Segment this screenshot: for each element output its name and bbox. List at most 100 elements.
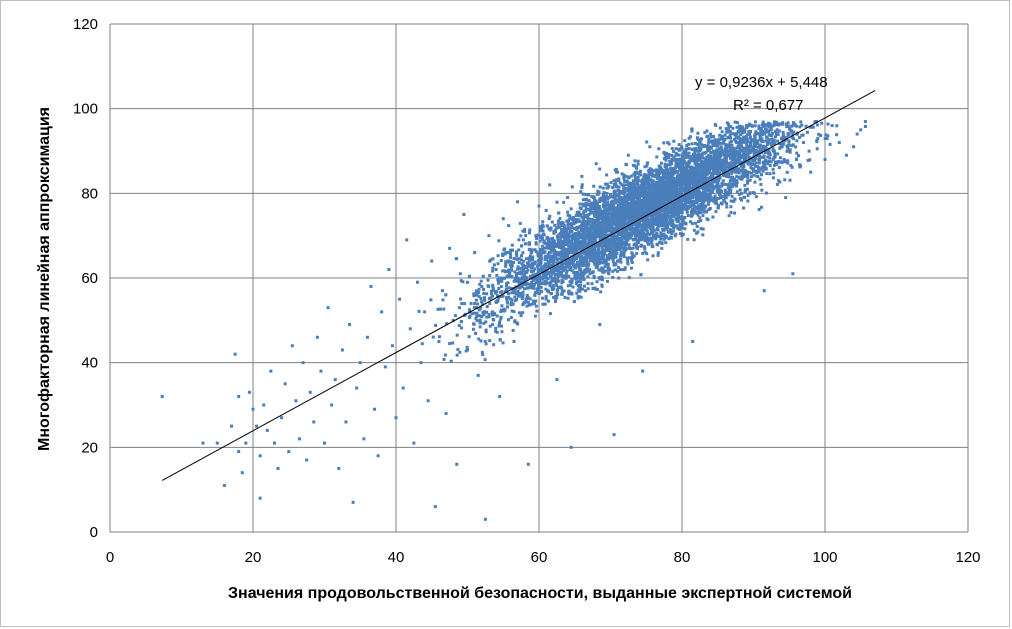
data-point	[436, 307, 440, 311]
data-point	[491, 323, 495, 327]
data-point	[483, 517, 487, 521]
data-point	[642, 214, 646, 218]
data-point	[706, 198, 710, 202]
data-point	[665, 178, 669, 182]
data-point	[748, 136, 752, 140]
data-point	[689, 155, 693, 159]
data-point	[816, 136, 820, 140]
data-point	[537, 287, 541, 291]
data-point	[630, 224, 634, 228]
data-point	[507, 268, 511, 272]
data-point	[591, 270, 595, 274]
data-point	[564, 259, 568, 263]
data-point	[678, 227, 682, 231]
data-point	[442, 307, 446, 311]
data-point	[773, 120, 777, 124]
data-point	[754, 195, 758, 199]
data-point	[567, 263, 571, 267]
data-point	[504, 264, 508, 268]
data-point	[610, 234, 614, 238]
data-point	[640, 217, 644, 221]
data-point	[683, 227, 687, 231]
data-point	[419, 361, 423, 365]
data-point	[667, 183, 671, 187]
data-point	[733, 120, 737, 124]
data-point	[644, 175, 648, 179]
data-point	[650, 181, 654, 185]
data-point	[691, 183, 695, 187]
data-point	[732, 199, 736, 203]
data-point	[773, 141, 777, 145]
data-point	[765, 172, 769, 176]
data-point	[587, 199, 591, 203]
data-point	[516, 289, 520, 293]
data-point	[482, 292, 486, 296]
data-point	[750, 124, 754, 128]
data-point	[719, 145, 723, 149]
data-point	[682, 168, 686, 172]
data-point	[668, 195, 672, 199]
data-point	[573, 270, 577, 274]
data-point	[715, 168, 719, 172]
data-point	[678, 176, 682, 180]
data-point	[684, 152, 688, 156]
data-point	[513, 320, 517, 324]
data-point	[348, 323, 352, 327]
data-point	[495, 294, 499, 298]
data-point	[531, 299, 535, 303]
data-point	[748, 178, 752, 182]
data-point	[472, 294, 476, 298]
data-point	[641, 223, 645, 227]
data-point	[771, 167, 775, 171]
data-point	[767, 147, 771, 151]
data-point	[766, 140, 770, 144]
data-point	[567, 219, 571, 223]
data-point	[690, 212, 694, 216]
data-point	[423, 310, 427, 314]
data-point	[586, 287, 590, 291]
data-point	[597, 229, 601, 233]
data-point	[742, 206, 746, 210]
data-point	[580, 183, 584, 187]
data-point	[689, 214, 693, 218]
data-point	[613, 219, 617, 223]
data-point	[746, 147, 750, 151]
data-point	[666, 192, 670, 196]
data-point	[587, 193, 591, 197]
data-point	[693, 151, 697, 155]
data-point	[775, 128, 779, 132]
data-point	[694, 221, 698, 225]
data-point	[643, 197, 647, 201]
data-point	[626, 205, 630, 209]
data-point	[751, 169, 755, 173]
data-point	[518, 266, 522, 270]
data-point	[517, 279, 521, 283]
data-point	[575, 260, 579, 264]
data-point	[580, 174, 584, 178]
data-point	[533, 267, 537, 271]
data-point	[587, 255, 591, 259]
data-point	[438, 307, 442, 311]
data-point	[819, 133, 823, 137]
data-point	[682, 198, 686, 202]
data-point	[677, 153, 681, 157]
data-point	[700, 201, 704, 205]
data-point	[717, 185, 721, 189]
data-point	[308, 390, 312, 394]
data-point	[521, 311, 525, 315]
data-point	[433, 505, 437, 509]
data-point	[558, 221, 562, 225]
data-point	[598, 167, 602, 171]
data-point	[539, 229, 543, 233]
data-point	[584, 201, 588, 205]
data-point	[670, 153, 674, 157]
data-point	[491, 266, 495, 270]
data-point	[528, 254, 532, 258]
data-point	[674, 161, 678, 165]
data-point	[581, 192, 585, 196]
data-point	[480, 300, 484, 304]
data-point	[588, 268, 592, 272]
data-point	[622, 248, 626, 252]
data-point	[787, 139, 791, 143]
data-point	[643, 165, 647, 169]
